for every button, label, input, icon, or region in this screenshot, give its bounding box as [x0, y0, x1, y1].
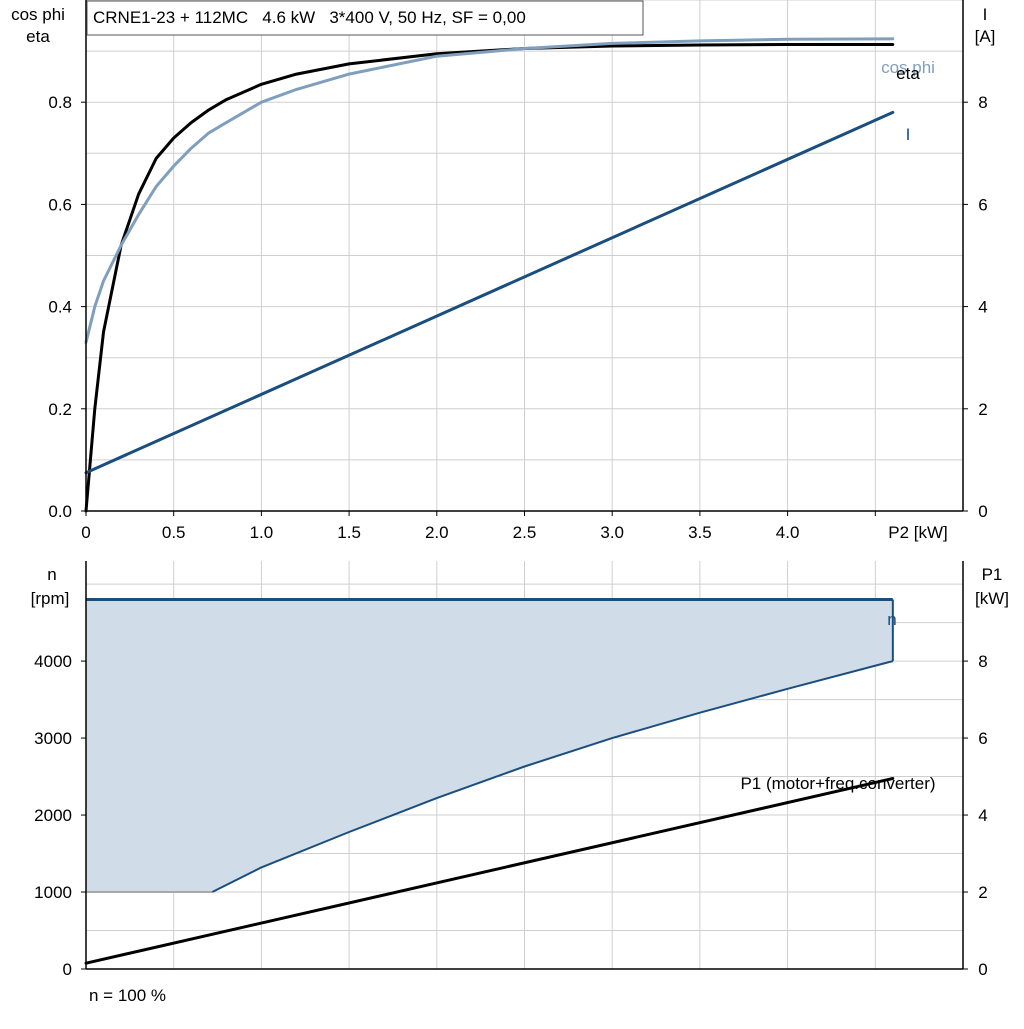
- cosphi-curve: [84, 37, 895, 344]
- chart-text-labels: CRNE1-23 + 112MC 4.6 kW 3*400 V, 50 Hz, …: [11, 0, 1009, 1005]
- top-plot-axes: 0 0.5 1.0 1.5 2.0 2.5 3.0 3.5 4.0 0.0 0.2 0.4 0.6 0.8…: [48, 0, 988, 542]
- top-y-right-label-1: I: [983, 5, 988, 24]
- top-x-tick-label: 3.5: [688, 523, 712, 542]
- bottom-y-left-label-2: [rpm]: [31, 589, 70, 608]
- top-x-tick-label: 0: [81, 523, 90, 542]
- top-y-left-label-1: cos phi: [11, 5, 65, 24]
- top-plot-grid: [86, 0, 963, 511]
- series-label-n: n: [887, 610, 896, 629]
- top-y-right-tick-label: 4: [978, 298, 987, 317]
- top-x-tick-label: 3.0: [600, 523, 624, 542]
- bottom-y-right-tick-label: 0: [978, 960, 987, 979]
- top-y-left-tick-label: 0.4: [48, 298, 72, 317]
- n-operating-area: [86, 599, 893, 892]
- top-y-right-tick-label: 2: [978, 400, 987, 419]
- bottom-y-right-tick-label: 2: [978, 883, 987, 902]
- top-x-tick-label: 2.0: [425, 523, 449, 542]
- bottom-y-right-label-1: P1: [982, 565, 1003, 584]
- series-label-cosphi: cos phi: [881, 58, 935, 77]
- bottom-y-left-label-1: n: [47, 565, 56, 584]
- bottom-y-right-tick-label: 8: [978, 652, 987, 671]
- top-x-tick-label: 1.0: [250, 523, 274, 542]
- top-x-tick-label: 4.0: [776, 523, 800, 542]
- bottom-plot-series: [84, 598, 895, 965]
- bottom-y-left-tick-label: 3000: [34, 729, 72, 748]
- top-x-tick-label: 1.5: [337, 523, 361, 542]
- top-y-left-tick-label: 0.2: [48, 400, 72, 419]
- footnote-speed: n = 100 %: [89, 986, 166, 1005]
- current-curve: [84, 110, 895, 475]
- top-x-axis-label: P2 [kW]: [888, 523, 948, 542]
- top-y-right-tick-label: 0: [978, 502, 987, 521]
- top-y-right-tick-label: 8: [978, 93, 987, 112]
- bottom-y-left-tick-label: 0: [63, 960, 72, 979]
- top-x-tick-label: 0.5: [162, 523, 186, 542]
- series-label-p1: P1 (motor+freq.converter): [740, 774, 935, 793]
- top-y-left-tick-label: 0.6: [48, 195, 72, 214]
- top-y-right-tick-label: 6: [978, 195, 987, 214]
- top-y-left-tick-label: 0.0: [48, 502, 72, 521]
- top-y-left-tick-label: 0.8: [48, 93, 72, 112]
- chart-title-box: [86, 0, 644, 36]
- bottom-y-left-tick-label: 4000: [34, 652, 72, 671]
- eta-curve: [84, 43, 895, 513]
- top-y-left-label-2: eta: [26, 27, 50, 46]
- n-min-line: [211, 660, 894, 893]
- top-x-tick-label: 2.5: [513, 523, 537, 542]
- bottom-y-right-tick-label: 4: [978, 806, 987, 825]
- bottom-y-left-tick-label: 2000: [34, 806, 72, 825]
- bottom-plot-axes: 0 1000 2000 3000 4000 0 2 4 6 8: [34, 561, 988, 979]
- series-label-eta: eta: [896, 64, 920, 83]
- bottom-y-right-label-2: [kW]: [975, 589, 1009, 608]
- top-y-right-label-2: [A]: [975, 27, 996, 46]
- bottom-y-right-tick-label: 6: [978, 729, 987, 748]
- chart-title: CRNE1-23 + 112MC 4.6 kW 3*400 V, 50 Hz, …: [93, 8, 526, 27]
- top-plot-series: [84, 37, 895, 513]
- p1-curve: [84, 777, 895, 965]
- bottom-y-left-tick-label: 1000: [34, 883, 72, 902]
- series-label-current: I: [906, 125, 911, 144]
